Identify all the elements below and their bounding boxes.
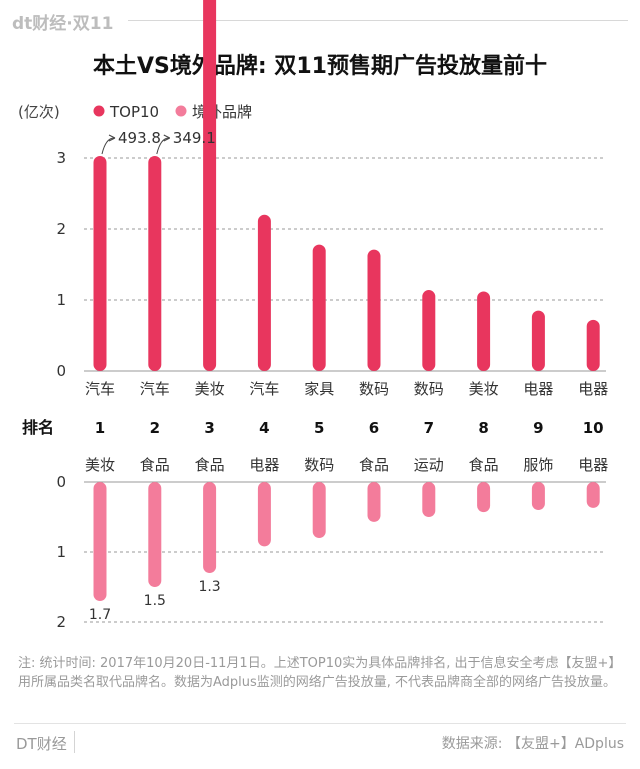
rank-number: 6 <box>369 419 379 437</box>
top-y-tick-label: 1 <box>56 291 66 309</box>
brand-logo: dt财经·双11 <box>12 14 114 34</box>
rank-number: 9 <box>533 419 543 437</box>
top-overflow-arrowhead <box>163 134 171 142</box>
top-bar <box>531 310 545 371</box>
bottom-y-tick-label: 2 <box>56 613 66 631</box>
bottom-bar <box>477 482 491 513</box>
top-overflow-arrow <box>156 137 170 155</box>
bottom-category-label: 服饰 <box>523 456 553 474</box>
bottom-data-label: 1.5 <box>144 593 166 609</box>
top-y-tick-label: 0 <box>56 362 66 380</box>
rank-number: 5 <box>314 419 324 437</box>
top-category-label: 汽车 <box>140 380 170 398</box>
top-category-label: 美妆 <box>195 380 225 398</box>
rank-number: 7 <box>424 419 434 437</box>
header: dt财经·双11 <box>0 0 640 34</box>
bottom-category-label: 运动 <box>414 456 444 474</box>
top-bar <box>148 156 162 371</box>
top-category-label: 电器 <box>578 380 608 398</box>
rank-number: 3 <box>204 419 214 437</box>
top-data-label: 493.8 <box>118 129 161 147</box>
legend-top10-swatch <box>93 105 105 117</box>
footnote: 注: 统计时间: 2017年10月20日-11月1日。上述TOP10实为具体品牌… <box>18 656 622 690</box>
top-overflow-arrow <box>101 137 116 155</box>
bottom-bar <box>148 482 162 587</box>
top-category-label: 数码 <box>414 380 444 398</box>
bottom-category-label: 数码 <box>304 456 334 474</box>
top-category-label: 数码 <box>359 380 389 398</box>
top-overflow-arrowhead <box>108 134 116 142</box>
legend-top10-label: TOP10 <box>109 103 159 121</box>
bottom-bar <box>531 482 545 510</box>
bottom-bar <box>367 482 381 522</box>
top-category-label: 美妆 <box>469 380 499 398</box>
bottom-category-label: 电器 <box>578 456 608 474</box>
footer-separator <box>74 731 75 753</box>
legend-foreign-label: 境外品牌 <box>192 103 252 121</box>
rank-number: 2 <box>150 419 160 437</box>
bottom-bar <box>203 482 217 573</box>
footer-brand: DT财经 <box>16 735 67 753</box>
rank-row-label: 排名 <box>22 418 54 437</box>
top-category-label: 家具 <box>304 380 334 398</box>
top-bar <box>422 290 436 371</box>
bottom-data-label: 1.7 <box>89 607 111 623</box>
bottom-bar <box>586 482 600 508</box>
bottom-y-tick-label: 1 <box>56 543 66 561</box>
top-bar <box>367 249 381 371</box>
top-bar <box>586 319 600 371</box>
top-bar <box>203 0 217 371</box>
bottom-category-label: 电器 <box>249 456 279 474</box>
top-y-tick-label: 3 <box>56 149 66 167</box>
chart-title: 本土VS境外品牌: 双11预售期广告投放量前十 <box>93 54 547 79</box>
bottom-category-label: 食品 <box>195 456 225 474</box>
footer-divider <box>14 723 626 724</box>
top-category-label: 汽车 <box>85 380 115 398</box>
bottom-bar <box>257 482 271 547</box>
bottom-bar <box>312 482 326 538</box>
bottom-bar <box>93 482 107 601</box>
header-divider <box>128 20 628 21</box>
rank-number: 8 <box>478 419 488 437</box>
bottom-category-label: 美妆 <box>85 456 115 474</box>
top-bar <box>257 214 271 371</box>
top-category-label: 汽车 <box>249 380 279 398</box>
top-data-label: 349.1 <box>173 129 216 147</box>
top-bar <box>477 291 491 371</box>
bottom-y-tick-label: 0 <box>56 473 66 491</box>
data-source: 数据来源: 【友盟+】ADplus <box>441 736 624 752</box>
rank-number: 1 <box>95 419 105 437</box>
bottom-category-label: 食品 <box>469 456 499 474</box>
rank-number: 4 <box>259 419 269 437</box>
top-y-tick-label: 2 <box>56 220 66 238</box>
bottom-category-label: 食品 <box>359 456 389 474</box>
top-category-label: 电器 <box>523 380 553 398</box>
top-bar <box>93 156 107 371</box>
bottom-data-label: 1.3 <box>198 579 220 595</box>
rank-number: 10 <box>583 419 604 437</box>
bottom-bar <box>422 482 436 517</box>
legend-foreign-swatch <box>175 105 187 117</box>
bottom-category-label: 食品 <box>140 456 170 474</box>
top-bar <box>312 244 326 371</box>
unit-label: (亿次) <box>18 103 60 121</box>
